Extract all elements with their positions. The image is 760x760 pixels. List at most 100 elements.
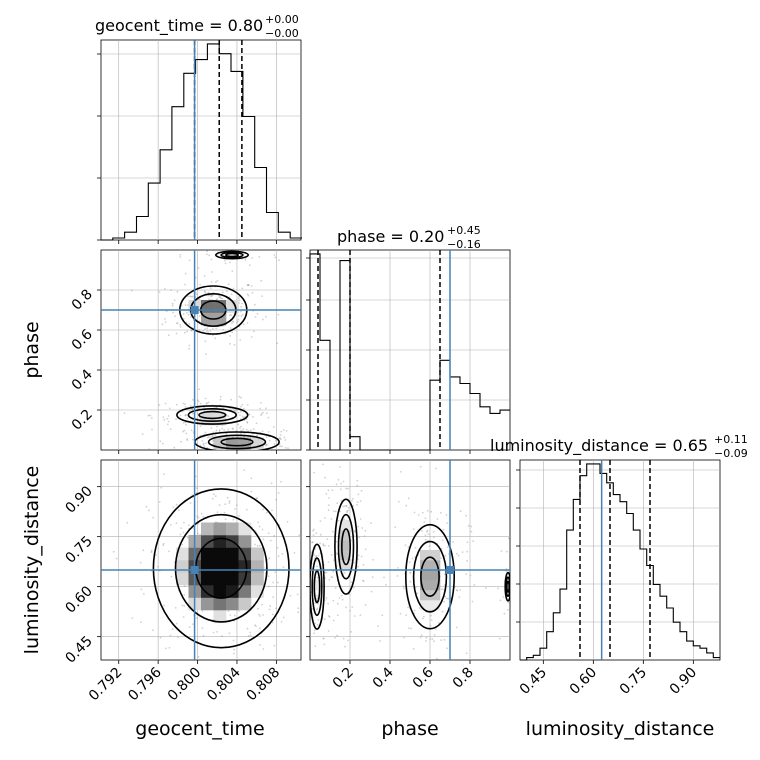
sample-point: [340, 594, 343, 597]
sample-point: [165, 310, 168, 313]
sample-point: [232, 287, 235, 290]
sample-point: [281, 553, 284, 555]
sample-point: [313, 471, 315, 474]
sample-point: [184, 331, 186, 334]
sample-point: [185, 432, 188, 435]
sample-point: [279, 437, 281, 440]
sample-point: [429, 638, 432, 640]
sample-point: [507, 601, 510, 604]
contour-line: [340, 528, 351, 566]
sample-point: [252, 416, 254, 418]
sample-point: [246, 421, 249, 423]
sample-point: [250, 336, 253, 338]
sample-point: [361, 527, 364, 529]
sample-point: [314, 622, 316, 625]
sample-point: [247, 284, 250, 286]
sample-point: [287, 447, 289, 449]
sample-point: [253, 303, 256, 306]
sample-point: [256, 544, 259, 547]
sample-point: [195, 617, 198, 619]
sample-point: [307, 613, 309, 615]
sample-point: [306, 580, 308, 582]
sample-point: [456, 589, 458, 591]
xlabel-luminosity-distance: luminosity_distance: [526, 718, 715, 740]
sample-point: [356, 484, 359, 487]
sample-point: [205, 450, 207, 452]
sample-point: [385, 583, 387, 586]
sample-point: [225, 433, 228, 435]
sample-point: [181, 410, 184, 413]
sample-point: [503, 612, 506, 615]
sample-point: [315, 532, 318, 535]
sample-point: [197, 400, 200, 403]
sample-point: [327, 497, 330, 499]
sample-point: [267, 532, 270, 535]
sample-point: [286, 521, 289, 523]
sample-point: [182, 531, 185, 534]
sample-point: [205, 353, 208, 355]
sample-point: [336, 552, 338, 555]
sample-point: [313, 553, 315, 556]
sample-point: [211, 452, 213, 454]
sample-point: [182, 313, 185, 315]
density-cell: [420, 590, 431, 601]
sample-point: [396, 575, 399, 577]
sample-point: [177, 509, 180, 512]
y-tick-label: 0.90: [62, 483, 95, 516]
sample-point: [237, 318, 240, 321]
sample-point: [313, 528, 315, 531]
sample-point: [339, 488, 342, 491]
sample-point: [422, 617, 424, 620]
sample-point: [515, 550, 517, 552]
sample-point: [212, 631, 215, 634]
sample-point: [315, 559, 318, 562]
sample-point: [190, 329, 193, 332]
sample-point: [183, 605, 186, 607]
sample-point: [140, 621, 142, 624]
sample-point: [362, 563, 365, 566]
sample-point: [237, 297, 240, 300]
density-cell: [213, 572, 227, 586]
sample-point: [240, 425, 242, 428]
sample-point: [233, 409, 236, 412]
sample-point: [156, 565, 159, 568]
sample-point: [265, 436, 268, 438]
sample-point: [317, 619, 320, 621]
sample-point: [196, 412, 199, 415]
sample-point: [210, 427, 213, 429]
contour-line: [176, 405, 249, 425]
sample-point: [274, 571, 277, 573]
sample-point: [179, 256, 182, 258]
sample-point: [141, 433, 144, 435]
sample-point: [327, 602, 329, 605]
sample-point: [245, 508, 248, 511]
sample-point: [211, 294, 214, 297]
sample-point: [322, 637, 325, 640]
sample-point: [515, 527, 517, 529]
sample-point: [409, 572, 412, 574]
sample-point: [258, 256, 261, 258]
sample-point: [186, 417, 189, 420]
density-cell: [251, 572, 264, 586]
sample-point: [265, 455, 267, 457]
sample-point: [351, 499, 353, 502]
sample-point: [426, 529, 429, 532]
sample-point: [183, 585, 186, 587]
sample-point: [188, 410, 191, 412]
sample-point: [344, 645, 346, 648]
sample-point: [184, 406, 187, 408]
sample-point: [397, 567, 400, 569]
sample-point: [335, 483, 338, 486]
sample-point: [248, 264, 251, 266]
sample-point: [291, 449, 294, 450]
histogram-geocent-time: [101, 43, 302, 241]
sample-point: [184, 272, 187, 275]
sample-point: [424, 538, 427, 541]
density-cell: [420, 550, 431, 561]
sample-point: [208, 298, 210, 300]
sample-point: [228, 632, 231, 635]
sample-point: [498, 637, 501, 640]
sample-point: [197, 522, 200, 525]
sample-point: [262, 411, 264, 414]
sample-point: [206, 250, 209, 253]
